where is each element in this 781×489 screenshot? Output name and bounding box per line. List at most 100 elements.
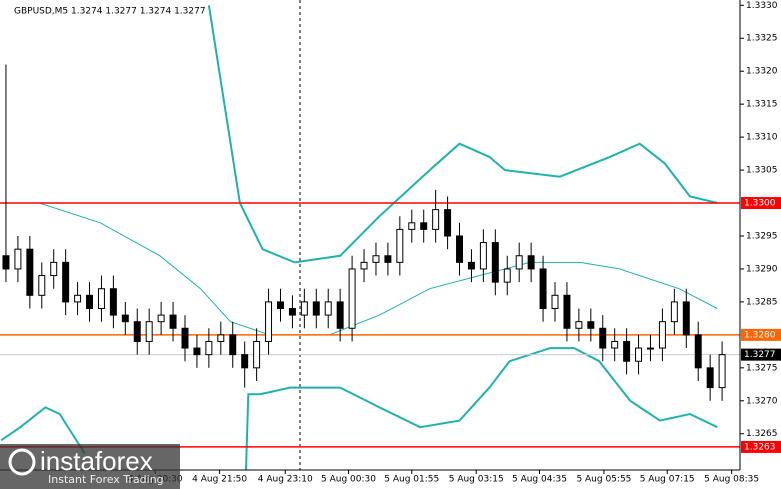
x-tick-label: 4 Aug 21:50: [192, 475, 247, 485]
candle-body: [456, 235, 463, 263]
candle-body: [467, 261, 475, 270]
candle-body: [539, 268, 547, 309]
band-line: [207, 5, 718, 264]
watermark: instaforex Instant Forex Trading: [0, 444, 180, 489]
candle-body: [706, 367, 714, 389]
y-tick-label: 1.3330: [746, 1, 778, 11]
chart-title: GBPUSD,M5 1.3274 1.3277 1.3274 1.3277: [14, 7, 206, 17]
candle-body: [324, 301, 332, 316]
candle-body: [420, 222, 428, 230]
candle-body: [718, 354, 726, 389]
y-tick-label: 1.3320: [746, 67, 778, 77]
level-label-bg: [741, 440, 781, 453]
y-tick-label: 1.3270: [746, 396, 778, 406]
candle-body: [277, 301, 284, 309]
candle-body: [38, 275, 46, 296]
candle-body: [26, 248, 34, 296]
x-tick-label: 5 Aug 04:35: [512, 475, 567, 485]
y-tick-label: 1.3290: [746, 264, 778, 274]
candle-body: [288, 307, 296, 316]
candle-body: [694, 334, 702, 369]
candle-body: [169, 314, 177, 329]
candle-body: [2, 255, 10, 270]
candle-body: [384, 255, 392, 263]
candle-body: [300, 301, 308, 316]
y-tick-label: 1.3305: [746, 166, 778, 176]
candle-body: [611, 340, 619, 349]
level-label-bg: [741, 328, 781, 341]
candle-body: [408, 222, 416, 230]
y-tick-label: 1.3325: [746, 34, 778, 44]
level-label: 1.3280: [744, 330, 776, 340]
y-tick-label: 1.3315: [746, 100, 778, 110]
watermark-icon: [8, 448, 36, 476]
x-tick-label: 5 Aug 05:55: [576, 475, 631, 485]
candle-body: [62, 261, 70, 303]
candle-body: [551, 294, 559, 309]
candle-body: [229, 334, 237, 356]
candle-body: [444, 209, 452, 237]
candle-body: [515, 255, 523, 270]
x-tick-label: 5 Aug 07:15: [640, 475, 695, 485]
candle-body: [479, 242, 487, 270]
candle-body: [658, 321, 666, 349]
x-tick-label: 5 Aug 03:15: [449, 475, 504, 485]
x-tick-label: 5 Aug 00:30: [321, 475, 376, 485]
candle-body: [121, 314, 129, 323]
candle-body: [14, 248, 22, 270]
candle-body: [74, 294, 82, 303]
level-label: 1.3300: [744, 199, 776, 209]
candle-body: [193, 347, 201, 356]
band-line: [0, 347, 718, 470]
candle-body: [157, 314, 165, 323]
candle-body: [491, 242, 499, 283]
candle-body: [396, 228, 404, 263]
candle-body: [635, 347, 643, 362]
candle-body: [527, 255, 535, 270]
candle-body: [50, 261, 58, 277]
level-label: 1.3263: [744, 442, 776, 452]
candle-body: [432, 209, 440, 230]
candle-body: [503, 268, 511, 283]
last-price-bg: [741, 348, 781, 361]
y-tick-label: 1.3295: [746, 231, 778, 241]
candle-body: [336, 301, 344, 329]
candle-body: [253, 340, 261, 369]
x-tick-label: 5 Aug 08:35: [704, 475, 759, 485]
watermark-tagline: Instant Forex Trading: [48, 473, 164, 486]
x-tick-label: 5 Aug 01:55: [384, 475, 439, 485]
candle-body: [109, 288, 117, 316]
watermark-brand: instaforex: [40, 446, 153, 476]
x-tick-label: 4 Aug 23:10: [258, 475, 313, 485]
y-tick-label: 1.3285: [746, 297, 778, 307]
candle-body: [181, 327, 189, 349]
candle-body: [97, 288, 105, 309]
candle-body: [360, 261, 368, 270]
y-tick-label: 1.3275: [746, 363, 778, 373]
candle-body: [599, 327, 607, 349]
candle-body: [563, 294, 571, 329]
candle-body: [372, 255, 380, 263]
candle-body: [265, 301, 273, 342]
candle-body: [145, 321, 153, 342]
candle-body: [217, 334, 225, 342]
y-tick-label: 1.3265: [746, 429, 778, 439]
candle-body: [241, 354, 249, 369]
y-tick-label: 1.3310: [746, 133, 778, 143]
candle-body: [670, 301, 678, 323]
candle-body: [647, 347, 654, 350]
plot-area: [0, 5, 740, 470]
candle-body: [312, 301, 320, 316]
last-price-label: 1.3277: [744, 350, 776, 360]
candle-body: [86, 294, 93, 309]
candle-body: [205, 340, 213, 356]
level-label-bg: [741, 197, 781, 210]
candle-body: [623, 340, 631, 362]
candle-body: [133, 321, 141, 342]
candle-body: [575, 321, 583, 329]
candle-body: [682, 301, 690, 336]
candle-body: [587, 321, 595, 329]
